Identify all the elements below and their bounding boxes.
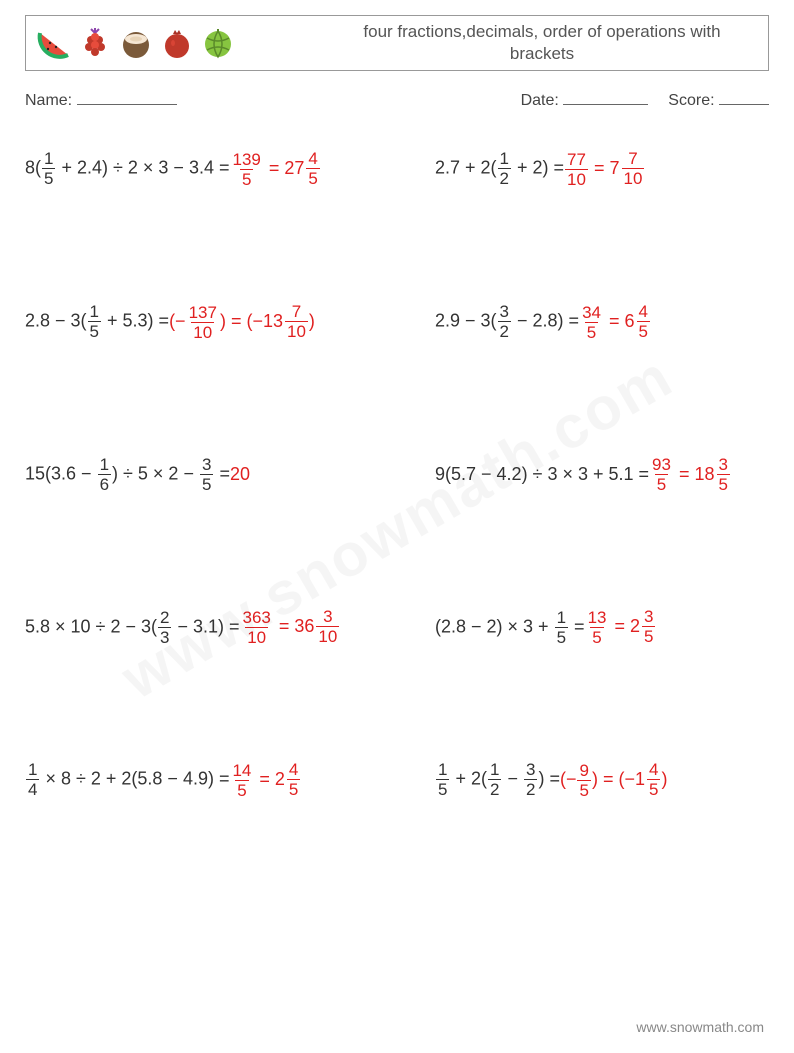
melon-icon (200, 25, 236, 61)
header-box: four fractions,decimals, order of operat… (25, 15, 769, 71)
fruit-icons (36, 25, 236, 61)
fraction: 14 (26, 761, 39, 798)
fraction: 345 (580, 304, 603, 341)
score-label: Score: (668, 92, 714, 109)
expression: 2.7 + 2(12 + 2) = (435, 150, 564, 187)
fraction: 35 (200, 456, 213, 493)
expression: 14 × 8 ÷ 2 + 2(5.8 − 4.9) = (25, 761, 229, 798)
fraction: 36310 (240, 609, 272, 646)
expression: 15 + 2(12 − 32) = (435, 761, 560, 798)
mixed-number: 2745 (284, 150, 321, 187)
problem-row: 2.8 − 3(15 + 5.3) = (−13710) = (−13710)2… (25, 303, 769, 341)
mixed-number: 145 (635, 761, 661, 798)
answer: 345 = 645 (579, 303, 651, 341)
fraction: 13710 (187, 304, 219, 341)
answer: 20 (230, 464, 250, 485)
worksheet-title: four fractions,decimals, order of operat… (236, 21, 758, 65)
expression: 2.8 − 3(15 + 5.3) = (25, 303, 169, 340)
fraction: 32 (498, 303, 511, 340)
mixed-number: 235 (630, 608, 656, 645)
problem-row: 14 × 8 ÷ 2 + 2(5.8 − 4.9) = 145 = 24515 … (25, 761, 769, 799)
fraction: 1395 (230, 151, 262, 188)
mixed-number: 13710 (263, 303, 309, 340)
answer: 7710 = 7710 (564, 150, 645, 188)
footer-url: www.snowmath.com (636, 1019, 764, 1035)
answer: 935 = 1835 (649, 456, 731, 494)
mixed-number: 645 (625, 303, 651, 340)
answer: (−95) = (−145) (560, 761, 667, 799)
info-row: Name: Date: Score: (25, 89, 769, 110)
fraction: 12 (498, 150, 511, 187)
name-blank (77, 89, 177, 105)
date-label: Date: (521, 92, 559, 109)
problem: 2.7 + 2(12 + 2) = 7710 = 7710 (435, 150, 769, 188)
problem-row: 8(15 + 2.4) ÷ 2 × 3 − 3.4 = 1395 = 27452… (25, 150, 769, 188)
answer: 36310 = 36310 (239, 608, 340, 646)
expression: 8(15 + 2.4) ÷ 2 × 3 − 3.4 = (25, 150, 229, 187)
name-label: Name: (25, 92, 72, 109)
problem: 9(5.7 − 4.2) ÷ 3 × 3 + 5.1 = 935 = 1835 (435, 456, 769, 494)
fraction: 95 (577, 762, 590, 799)
mixed-number: 1835 (694, 456, 731, 493)
fraction: 15 (88, 303, 101, 340)
raspberry-icon (77, 25, 113, 61)
fraction: 935 (650, 456, 673, 493)
problem: 14 × 8 ÷ 2 + 2(5.8 − 4.9) = 145 = 245 (25, 761, 435, 799)
expression: 2.9 − 3(32 − 2.8) = (435, 303, 579, 340)
mixed-number: 36310 (294, 608, 340, 645)
fraction: 15 (42, 150, 55, 187)
answer: 1395 = 2745 (229, 150, 320, 188)
pomegranate-icon (159, 25, 195, 61)
fraction: 135 (586, 609, 609, 646)
fraction: 32 (524, 761, 537, 798)
problem: 2.8 − 3(15 + 5.3) = (−13710) = (−13710) (25, 303, 435, 341)
date-blank (563, 89, 648, 105)
mixed-number: 7710 (609, 150, 645, 187)
problem: 2.9 − 3(32 − 2.8) = 345 = 645 (435, 303, 769, 341)
fraction: 16 (98, 456, 111, 493)
problem: 15 + 2(12 − 32) = (−95) = (−145) (435, 761, 769, 799)
problems-grid: 8(15 + 2.4) ÷ 2 × 3 − 3.4 = 1395 = 27452… (25, 150, 769, 799)
problem: 5.8 × 10 ÷ 2 − 3(23 − 3.1) = 36310 = 363… (25, 608, 435, 646)
problem: 15(3.6 − 16) ÷ 5 × 2 − 35 = 20 (25, 456, 435, 494)
fraction: 23 (158, 609, 171, 646)
answer: (−13710) = (−13710) (169, 303, 315, 341)
problem: 8(15 + 2.4) ÷ 2 × 3 − 3.4 = 1395 = 2745 (25, 150, 435, 188)
problem: (2.8 − 2) × 3 + 15 = 135 = 235 (435, 608, 769, 646)
answer: 145 = 245 (229, 761, 301, 799)
expression: (2.8 − 2) × 3 + 15 = (435, 609, 585, 646)
mixed-number: 245 (275, 761, 301, 798)
expression: 5.8 × 10 ÷ 2 − 3(23 − 3.1) = (25, 609, 239, 646)
score-blank (719, 89, 769, 105)
answer: 135 = 235 (585, 608, 657, 646)
fraction: 12 (488, 761, 501, 798)
fraction: 15 (436, 761, 449, 798)
fraction: 15 (555, 609, 568, 646)
fraction: 7710 (565, 151, 588, 188)
expression: 15(3.6 − 16) ÷ 5 × 2 − 35 = (25, 456, 230, 493)
watermelon-slice-icon (36, 25, 72, 61)
fraction: 145 (230, 762, 253, 799)
coconut-icon (118, 25, 154, 61)
problem-row: 5.8 × 10 ÷ 2 − 3(23 − 3.1) = 36310 = 363… (25, 608, 769, 646)
problem-row: 15(3.6 − 16) ÷ 5 × 2 − 35 = 209(5.7 − 4.… (25, 456, 769, 494)
expression: 9(5.7 − 4.2) ÷ 3 × 3 + 5.1 = (435, 464, 649, 485)
